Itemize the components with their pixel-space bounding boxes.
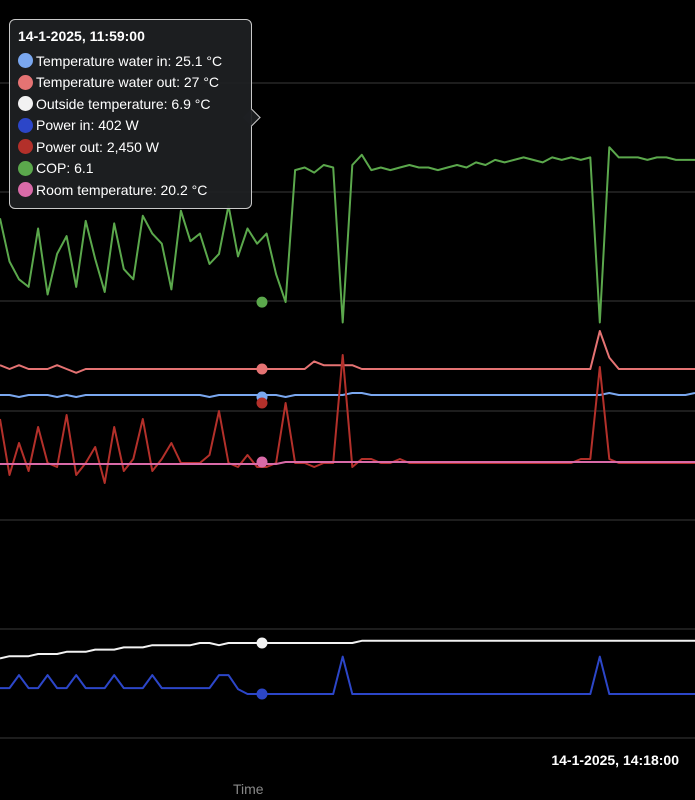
tooltip-label: COP [36,160,74,176]
legend-dot-icon [18,139,33,155]
tooltip-row: Temperature water in25.1 °C [18,50,243,72]
hover-point-outside-temperature [256,637,268,649]
tooltip-row: Room temperature20.2 °C [18,179,243,201]
legend-dot-icon [18,117,33,133]
legend-dot-icon [18,53,33,69]
series-line-temperature-water-in [0,392,695,398]
series-line-power-out [0,354,695,484]
series-line-cop [0,146,695,324]
hover-point-temperature-water-out [256,363,268,375]
tooltip-label: Temperature water out [36,74,184,90]
hover-points [256,296,268,700]
tooltip-value: 20.2 °C [160,181,208,198]
legend-dot-icon [18,160,33,176]
tooltip-label: Power out [36,139,107,155]
legend-dot-icon [18,182,33,198]
hover-point-power-out [256,397,268,409]
tooltip-label: Power in [36,117,98,133]
series-line-temperature-water-out [0,330,695,374]
tooltip-title: 14-1-2025, 11:59:00 [18,28,145,44]
tooltip-row: Outside temperature6.9 °C [18,93,243,115]
tooltip-value: 2,450 W [106,138,159,155]
tooltip-value: 6.1 [74,160,94,177]
hover-point-power-in [256,688,268,700]
tooltip-label: Temperature water in [36,53,175,69]
tooltip-label: Outside temperature [36,96,171,112]
legend-dot-icon [18,74,33,90]
tooltip-row: Power out2,450 W [18,136,243,158]
x-tick-label: 14-1-2025, 14:18:00 [551,752,679,768]
tooltip: 14-1-2025, 11:59:00 Temperature water in… [9,19,252,209]
series-line-power-in [0,655,695,695]
series-line-outside-temperature [0,639,695,660]
tooltip-row: COP6.1 [18,158,243,180]
tooltip-value: 25.1 °C [175,52,223,69]
hover-point-cop [256,296,268,308]
tooltip-value: 6.9 °C [171,95,211,112]
tooltip-value: 27 °C [183,74,220,91]
tooltip-row: Power in402 W [18,115,243,137]
tooltip-row: Temperature water out27 °C [18,72,243,94]
tooltip-value: 402 W [98,117,139,134]
series-lines [0,146,695,695]
tooltip-label: Room temperature [36,182,161,198]
legend-dot-icon [18,96,33,112]
series-line-room-temperature [0,461,695,465]
hover-point-room-temperature [256,456,268,468]
x-axis-title: Time [233,781,264,797]
